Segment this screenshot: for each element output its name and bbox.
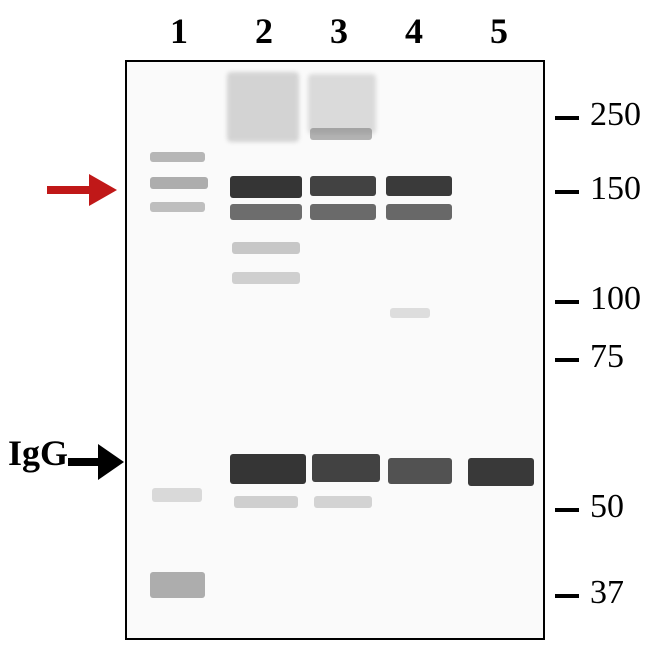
band-lane4-18	[386, 176, 452, 196]
mw-label-37: 37	[590, 574, 624, 612]
band-lane3-16	[312, 454, 380, 482]
band-lane4-21	[388, 458, 452, 484]
band-lane3-14	[310, 176, 376, 196]
igg-label: IgG	[8, 432, 68, 474]
band-lane3-12	[308, 74, 376, 134]
mw-tick-75	[555, 358, 579, 362]
band-lane3-15	[310, 204, 376, 220]
band-lane2-11	[234, 496, 298, 508]
band-lane1-3	[152, 488, 202, 502]
mw-label-100: 100	[590, 280, 641, 318]
band-lane3-17	[314, 496, 372, 508]
band-lane2-10	[230, 454, 306, 484]
band-lane2-6	[230, 176, 302, 198]
mw-label-50: 50	[590, 488, 624, 526]
blot-membrane	[125, 60, 545, 640]
mw-tick-100	[555, 300, 579, 304]
band-lane1-4	[150, 572, 205, 598]
mw-label-75: 75	[590, 338, 624, 376]
band-lane1-2	[150, 202, 205, 212]
band-lane2-7	[230, 204, 302, 220]
band-lane4-20	[390, 308, 430, 318]
mw-tick-250	[555, 116, 579, 120]
mw-tick-150	[555, 190, 579, 194]
mw-label-150: 150	[590, 170, 641, 208]
band-lane4-19	[386, 204, 452, 220]
band-lane2-9	[232, 272, 300, 284]
lane-label-1: 1	[170, 10, 188, 52]
band-lane1-1	[150, 177, 208, 189]
band-lane1-0	[150, 152, 205, 162]
lane-label-5: 5	[490, 10, 508, 52]
figure-container: 1 2 3 4 5 250 150 100 75 50 37 IgG	[0, 0, 650, 667]
mw-tick-50	[555, 508, 579, 512]
mw-label-250: 250	[590, 96, 641, 134]
band-lane2-8	[232, 242, 300, 254]
lane-label-4: 4	[405, 10, 423, 52]
lane-label-2: 2	[255, 10, 273, 52]
igg-band-arrow-icon	[68, 440, 124, 484]
band-lane3-13	[310, 128, 372, 140]
lane-label-3: 3	[330, 10, 348, 52]
band-lane5-22	[468, 458, 534, 486]
mw-tick-37	[555, 594, 579, 598]
band-lane2-5	[227, 72, 299, 142]
target-band-arrow-icon	[45, 168, 117, 212]
